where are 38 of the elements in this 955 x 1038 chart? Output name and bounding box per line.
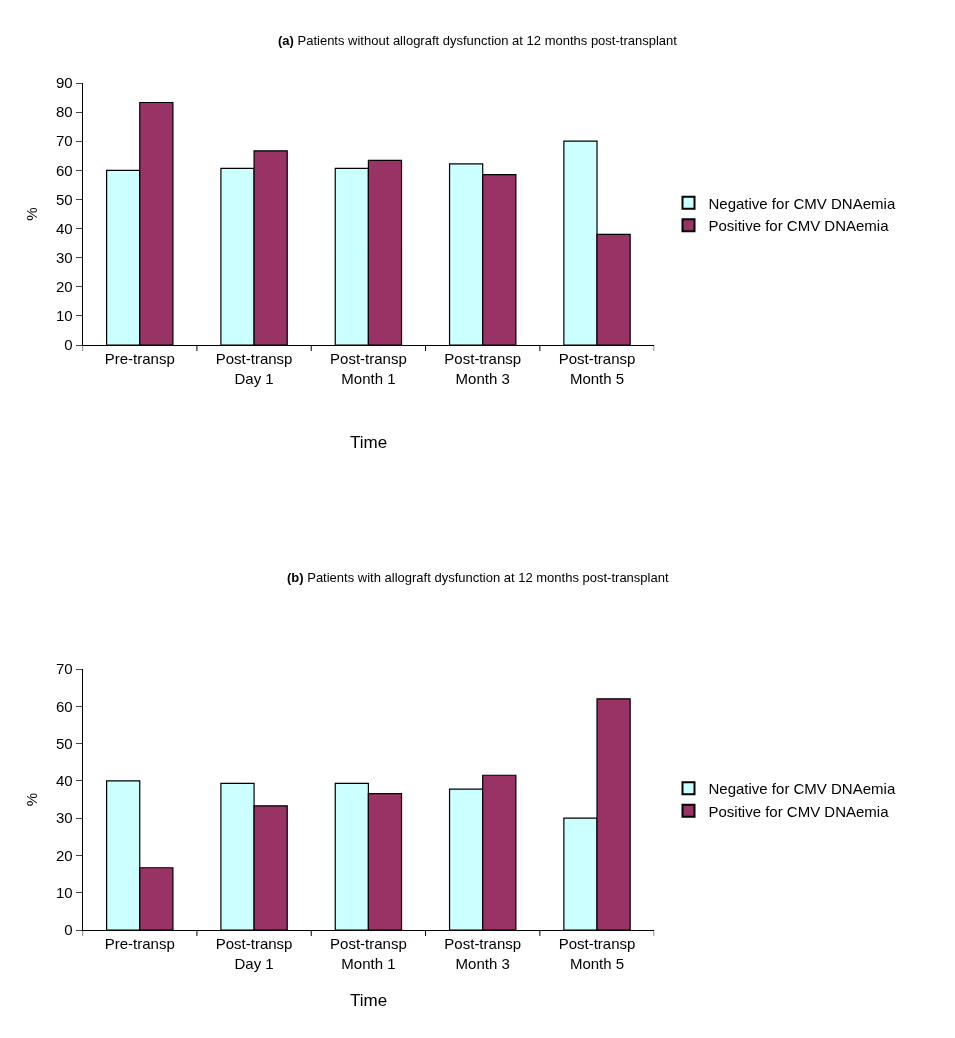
y-tick-label: 40 bbox=[55, 772, 73, 790]
x-tick-label: Pre-transp bbox=[104, 935, 175, 952]
x-tick-label: Post-transp Month 3 bbox=[444, 935, 522, 972]
x-tick-label: Post-transp Month 5 bbox=[558, 350, 636, 387]
x-tick-label: Post-transp Month 1 bbox=[330, 935, 407, 972]
y-tick-label: 10 bbox=[55, 883, 73, 901]
y-tick-label: 80 bbox=[55, 103, 73, 121]
x-tick-label: Post-transp Day 1 bbox=[215, 350, 293, 387]
x-tick-label: Post-transp Day 1 bbox=[215, 935, 293, 972]
y-tick-label: 90 bbox=[55, 74, 73, 92]
x-axis-title: Time bbox=[350, 433, 388, 452]
legend-label: Positive for CMV DNAemia bbox=[708, 802, 890, 820]
y-tick-label: 0 bbox=[64, 921, 73, 939]
legend-label: Positive for CMV DNAemia bbox=[708, 217, 890, 235]
legend-label: Negative for CMV DNAemia bbox=[708, 780, 896, 798]
chart-title: (a) Patients without allograft dysfunction at 12 months post-transplant bbox=[278, 33, 678, 48]
y-tick-label: 60 bbox=[55, 161, 73, 179]
y-tick-label: 70 bbox=[55, 660, 73, 678]
y-axis-title: % bbox=[23, 792, 41, 807]
y-axis-title: % bbox=[23, 207, 41, 221]
legend-label: Negative for CMV DNAemia bbox=[708, 194, 896, 212]
y-tick-label: 50 bbox=[55, 734, 73, 752]
x-tick-label: Pre-transp bbox=[104, 350, 175, 367]
y-tick-label: 40 bbox=[55, 219, 73, 237]
x-tick-label: Post-transp Month 5 bbox=[558, 935, 636, 972]
y-tick-label: 20 bbox=[55, 278, 73, 296]
x-axis-title: Time bbox=[350, 991, 388, 1010]
y-tick-label: 30 bbox=[55, 248, 73, 266]
y-tick-label: 10 bbox=[55, 307, 73, 325]
x-tick-label: Post-transp Month 1 bbox=[330, 350, 407, 387]
y-tick-label: 50 bbox=[55, 190, 73, 208]
y-tick-label: 70 bbox=[55, 132, 73, 150]
chart-title: (b) Patients with allograft dysfunction at 12 months post-transplant bbox=[287, 570, 669, 585]
y-tick-label: 60 bbox=[55, 697, 73, 715]
y-tick-label: 30 bbox=[55, 809, 73, 827]
y-tick-label: 0 bbox=[64, 336, 73, 354]
x-tick-label: Post-transp Month 3 bbox=[444, 350, 522, 387]
y-tick-label: 20 bbox=[55, 846, 73, 864]
